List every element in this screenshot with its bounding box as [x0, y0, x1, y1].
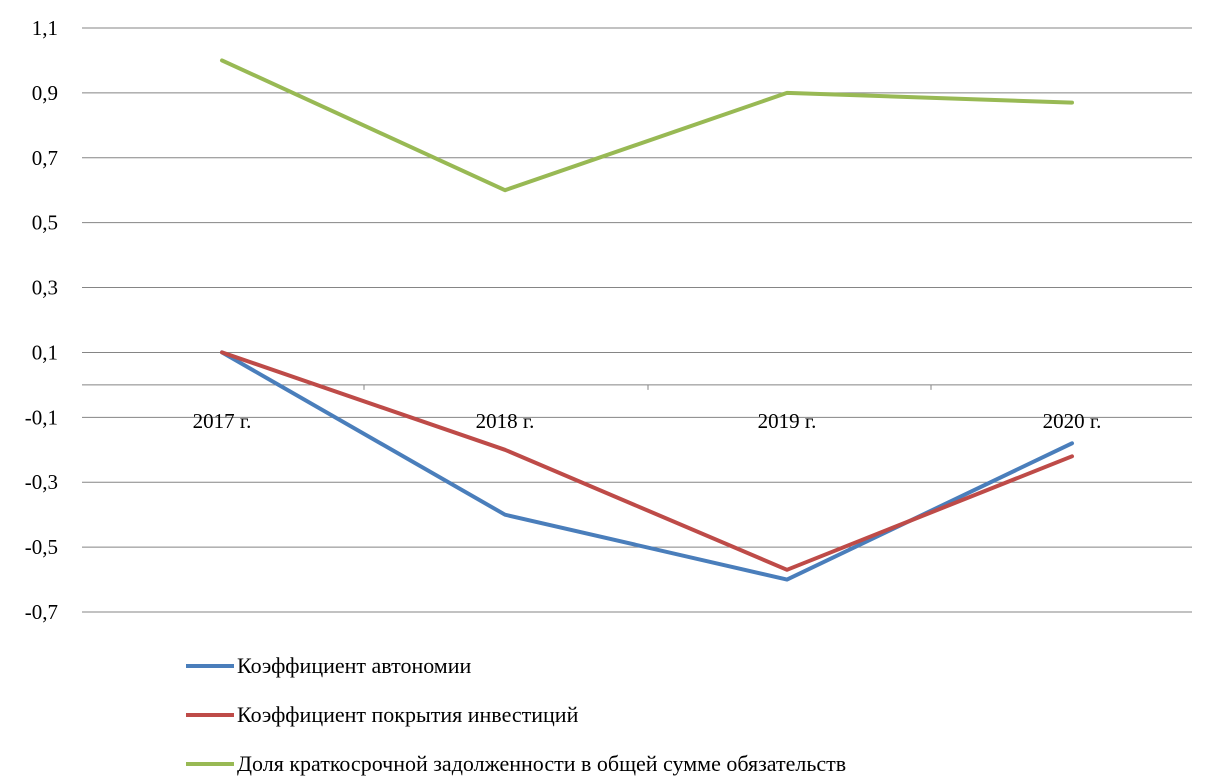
legend-label: Коэффициент автономии: [237, 653, 471, 678]
x-axis-tick-labels: 2017 г. 2018 г. 2019 г. 2020 г.: [193, 409, 1102, 433]
y-tick-label: 0,3: [32, 276, 58, 300]
series-lines: [220, 58, 1074, 582]
y-tick-label: -0,7: [25, 600, 58, 624]
series-line-2: [220, 350, 1074, 572]
series-line-3: [220, 58, 1074, 193]
y-tick-label: -0,3: [25, 470, 58, 494]
legend-label: Коэффициент покрытия инвестиций: [237, 702, 579, 727]
x-tick-label: 2017 г.: [193, 409, 252, 433]
legend-label: Доля краткосрочной задолженности в общей…: [237, 751, 846, 776]
x-tick-label: 2018 г.: [476, 409, 535, 433]
y-tick-label: 0,1: [32, 340, 58, 364]
y-tick-label: 0,5: [32, 211, 58, 235]
y-tick-label: -0,5: [25, 535, 58, 559]
y-tick-label: 1,1: [32, 16, 58, 40]
y-axis-tick-labels: 1,1 0,9 0,7 0,5 0,3 0,1 -0,1 -0,3 -0,5 -0,7: [25, 16, 58, 624]
y-tick-label: 0,9: [32, 81, 58, 105]
x-tick-label: 2019 г.: [758, 409, 817, 433]
y-tick-label: 0,7: [32, 146, 58, 170]
x-axis: [82, 384, 1192, 390]
y-tick-label: -0,1: [25, 405, 58, 429]
series-line-1: [220, 350, 1074, 582]
legend: Коэффициент автономии Коэффициент покрыти…: [186, 653, 846, 776]
x-tick-label: 2020 г.: [1043, 409, 1102, 433]
grid: [82, 27, 1192, 613]
